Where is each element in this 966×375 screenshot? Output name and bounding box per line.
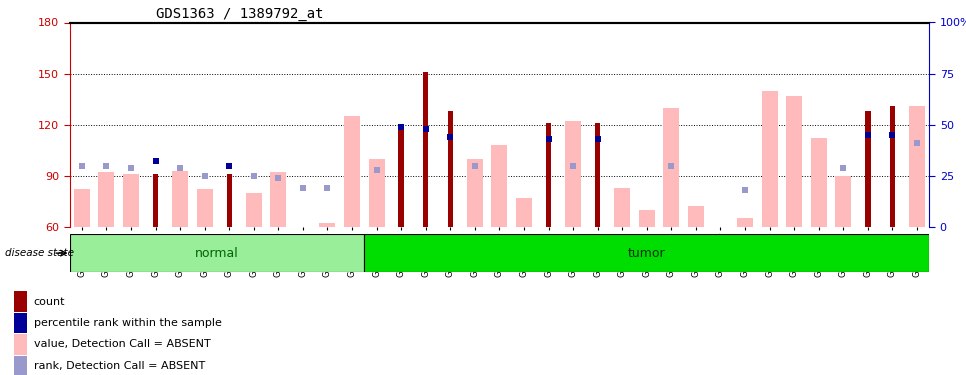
Bar <box>172 171 188 227</box>
Bar <box>226 174 232 227</box>
Bar <box>364 234 929 272</box>
Bar <box>810 138 827 227</box>
Bar <box>639 210 655 227</box>
Bar <box>245 193 262 227</box>
Bar <box>270 172 286 227</box>
Bar <box>14 334 27 355</box>
Bar <box>890 106 895 227</box>
Bar <box>737 218 753 227</box>
Bar <box>73 189 90 227</box>
Bar <box>565 121 582 227</box>
Bar <box>344 116 360 227</box>
Bar <box>99 172 114 227</box>
Bar <box>423 72 429 227</box>
Text: tumor: tumor <box>628 247 666 259</box>
Bar <box>467 159 483 227</box>
Bar <box>447 111 453 227</box>
Bar <box>398 128 404 227</box>
Bar <box>153 174 158 227</box>
Text: percentile rank within the sample: percentile rank within the sample <box>34 318 221 328</box>
Bar <box>197 189 213 227</box>
Bar <box>664 108 679 227</box>
Text: GDS1363 / 1389792_at: GDS1363 / 1389792_at <box>156 8 323 21</box>
Bar <box>14 291 27 312</box>
Bar <box>595 123 601 227</box>
Bar <box>761 91 778 227</box>
Text: count: count <box>34 297 66 306</box>
Bar <box>614 188 630 227</box>
Bar <box>909 106 925 227</box>
Bar <box>546 123 552 227</box>
Bar <box>369 159 384 227</box>
Text: disease state: disease state <box>5 248 73 258</box>
Text: value, Detection Call = ABSENT: value, Detection Call = ABSENT <box>34 339 211 350</box>
Bar <box>492 145 507 227</box>
Bar <box>14 313 27 333</box>
Text: rank, Detection Call = ABSENT: rank, Detection Call = ABSENT <box>34 361 205 371</box>
Text: normal: normal <box>195 247 239 259</box>
Bar <box>836 176 851 227</box>
Bar <box>70 234 364 272</box>
Bar <box>866 111 870 227</box>
Bar <box>516 198 532 227</box>
Bar <box>688 206 704 227</box>
Bar <box>786 96 802 227</box>
Bar <box>320 224 335 227</box>
Bar <box>123 174 139 227</box>
Bar <box>14 356 27 375</box>
